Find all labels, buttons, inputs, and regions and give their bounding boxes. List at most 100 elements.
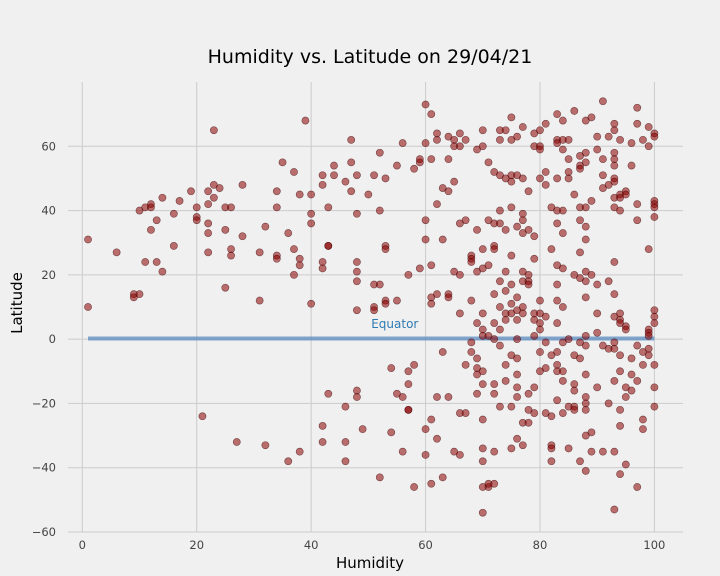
- data-point: [353, 258, 361, 266]
- data-point: [255, 248, 264, 257]
- data-point: [644, 332, 653, 340]
- data-point: [547, 457, 556, 466]
- data-point: [616, 405, 624, 414]
- data-point: [204, 200, 213, 209]
- y-tick-label: 20: [41, 268, 56, 282]
- data-point: [490, 319, 499, 327]
- data-point: [427, 155, 436, 164]
- data-point: [581, 405, 590, 414]
- data-point: [644, 351, 653, 360]
- data-point: [353, 267, 361, 276]
- data-point: [604, 132, 613, 141]
- data-point: [421, 139, 430, 147]
- data-point: [238, 232, 247, 241]
- data-point: [353, 209, 361, 218]
- data-point: [198, 412, 207, 421]
- y-tick-label: 40: [41, 204, 56, 218]
- data-point: [581, 399, 590, 408]
- data-point: [530, 254, 539, 263]
- data-point: [627, 370, 636, 379]
- data-point: [438, 235, 447, 244]
- data-point: [593, 328, 602, 337]
- data-point: [587, 428, 596, 437]
- data-point: [204, 248, 213, 257]
- data-point: [507, 444, 516, 453]
- data-point: [616, 422, 624, 430]
- data-point: [381, 299, 390, 308]
- data-point: [507, 203, 516, 212]
- data-point: [295, 261, 304, 270]
- data-point: [633, 119, 642, 128]
- data-point: [381, 245, 390, 254]
- data-point: [507, 113, 516, 122]
- data-point: [318, 422, 327, 430]
- data-point: [564, 335, 573, 344]
- data-point: [307, 299, 316, 308]
- data-point: [524, 187, 533, 196]
- data-point: [558, 116, 567, 125]
- data-point: [353, 393, 361, 401]
- data-point: [621, 325, 630, 334]
- data-point: [644, 245, 653, 254]
- x-tick-label: 40: [304, 538, 319, 552]
- data-point: [558, 145, 567, 154]
- data-point: [398, 393, 407, 401]
- data-point: [501, 126, 510, 135]
- data-point: [501, 267, 510, 276]
- data-point: [421, 450, 430, 459]
- data-point: [284, 229, 293, 237]
- data-point: [272, 203, 281, 212]
- data-point: [610, 155, 619, 164]
- data-point: [616, 351, 624, 360]
- data-point: [295, 190, 304, 199]
- data-point: [501, 315, 510, 324]
- data-point: [599, 447, 607, 456]
- data-point: [513, 293, 521, 302]
- data-point: [541, 338, 550, 347]
- data-point: [536, 126, 544, 135]
- data-point: [627, 161, 636, 170]
- data-point: [370, 306, 378, 315]
- data-point: [204, 229, 213, 237]
- data-point: [255, 296, 264, 305]
- data-point: [473, 225, 481, 234]
- data-point: [513, 383, 521, 392]
- data-point: [347, 187, 356, 196]
- data-point: [261, 441, 270, 450]
- data-point: [599, 97, 607, 106]
- data-point: [461, 409, 470, 417]
- data-point: [513, 370, 521, 379]
- data-point: [404, 270, 413, 279]
- data-point: [536, 174, 544, 183]
- data-point: [496, 402, 504, 411]
- data-point: [513, 434, 521, 443]
- data-point: [147, 225, 155, 234]
- data-point: [536, 319, 544, 327]
- data-point: [398, 139, 407, 147]
- data-point: [490, 290, 499, 299]
- data-point: [347, 135, 356, 144]
- data-point: [570, 405, 579, 414]
- data-point: [467, 296, 476, 305]
- data-point: [478, 367, 487, 376]
- data-point: [478, 142, 487, 151]
- data-point: [415, 264, 424, 273]
- data-point: [570, 380, 579, 389]
- data-point: [227, 251, 235, 260]
- data-point: [484, 158, 493, 167]
- data-point: [558, 303, 567, 311]
- data-point: [518, 441, 527, 450]
- data-point: [467, 338, 476, 347]
- data-point: [576, 248, 584, 257]
- x-tick-label: 80: [533, 538, 548, 552]
- data-point: [415, 155, 424, 164]
- data-point: [616, 309, 624, 318]
- data-point: [644, 344, 653, 353]
- data-point: [507, 280, 516, 289]
- data-point: [215, 184, 224, 192]
- data-point: [330, 171, 338, 180]
- data-point: [238, 180, 247, 189]
- data-point: [490, 447, 499, 456]
- data-point: [541, 312, 550, 321]
- data-point: [541, 364, 550, 372]
